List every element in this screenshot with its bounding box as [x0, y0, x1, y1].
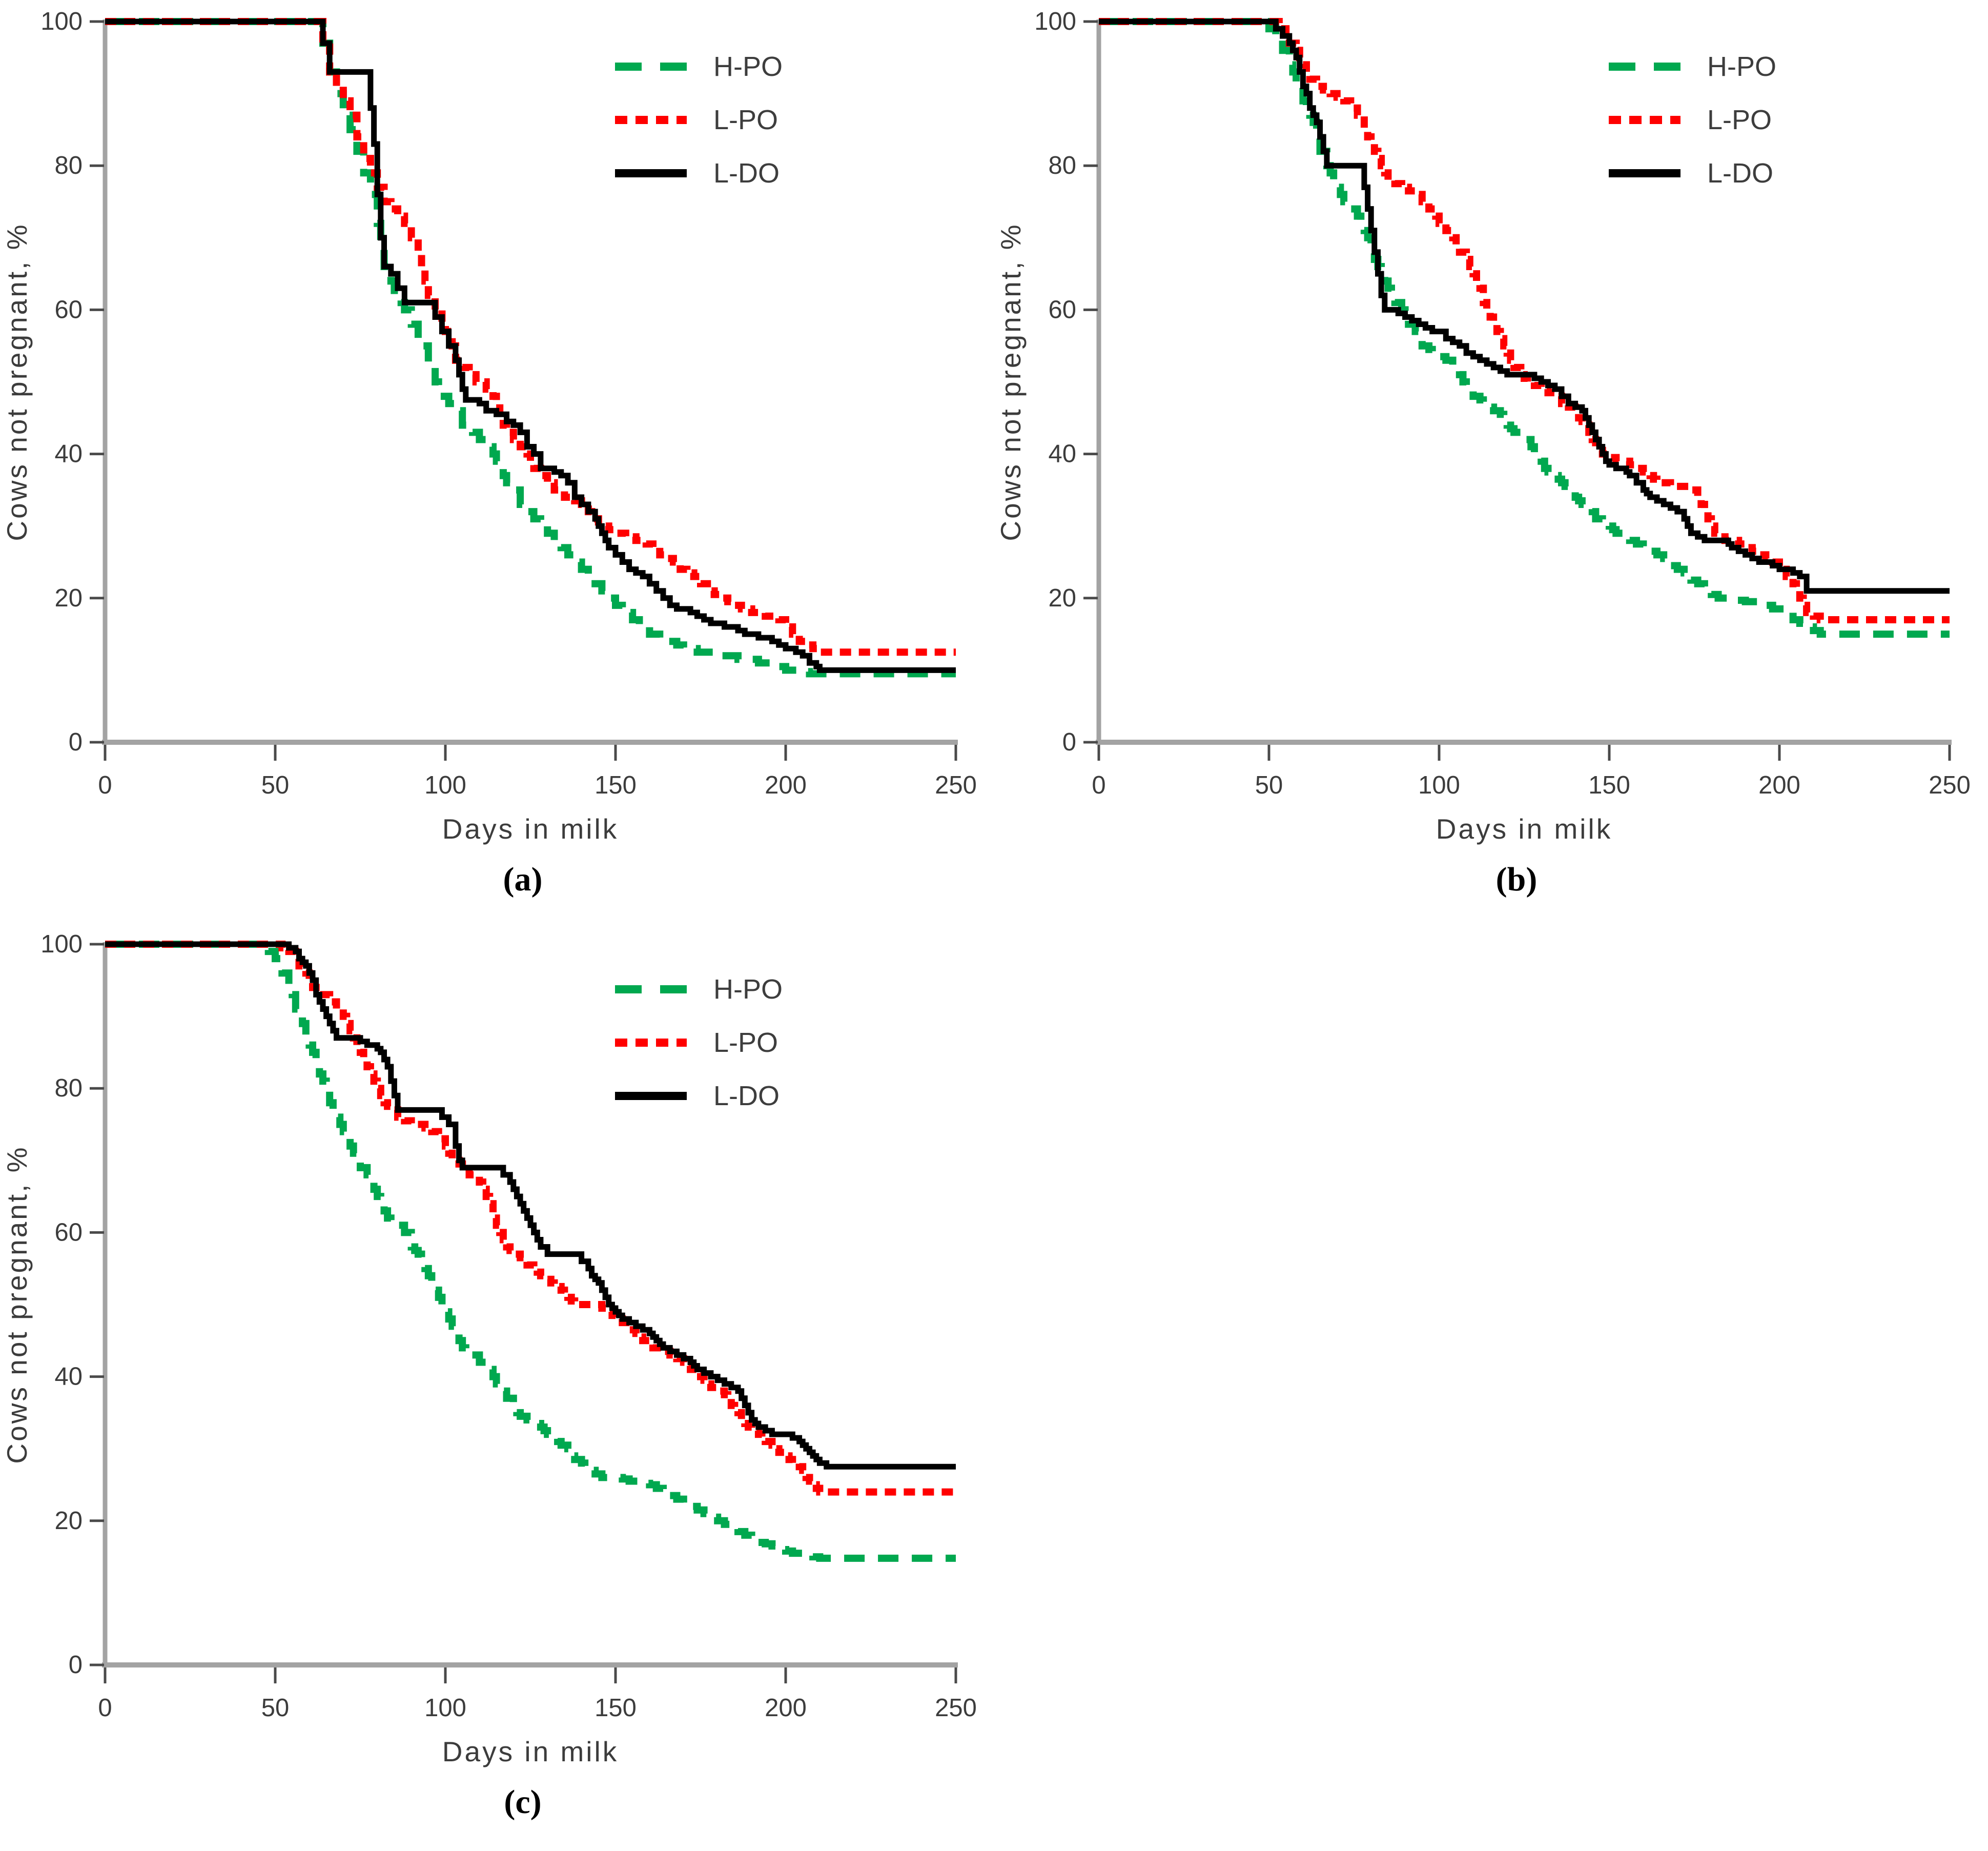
y-tick-label: 40	[54, 440, 83, 468]
y-tick-label: 20	[54, 1507, 83, 1535]
series-H-PO-line	[1099, 18, 1950, 638]
x-tick-label: 100	[1418, 771, 1460, 799]
chart-c-canvas: 0 50 100 150 200 250 0 20 40 60 80 100 Days in milk C…	[0, 923, 994, 1774]
series-L-PO-line	[105, 18, 956, 656]
y-tick-label: 20	[1048, 584, 1076, 612]
legend-label-L-PO: L-PO	[713, 105, 778, 135]
survival-chart-b: 0 50 100 150 200 250 0 20 40 60 80 100 Days in milk C…	[994, 0, 1988, 899]
chart-svg-a: 0 50 100 150 200 250 0 20 40 60 80 100 Days in milk C…	[1, 8, 977, 845]
series-L-DO-line	[105, 941, 956, 1470]
y-axis-label: Cows not pregnant, %	[1, 222, 33, 541]
x-tick-label: 150	[595, 1694, 637, 1722]
x-tick-label: 250	[935, 771, 977, 799]
caption-a: (a)	[503, 861, 543, 898]
x-tick-label: 200	[1758, 771, 1800, 799]
series-L-DO-line	[105, 18, 956, 673]
y-tick-label: 0	[1062, 728, 1076, 756]
x-tick-label: 200	[765, 1694, 807, 1722]
y-tick-label: 60	[1048, 296, 1076, 323]
chart-b-canvas: 0 50 100 150 200 250 0 20 40 60 80 100 Days in milk C…	[994, 0, 1988, 851]
y-tick-label: 60	[54, 296, 83, 323]
survival-chart-a: 0 50 100 150 200 250 0 20 40 60 80 100 Days in milk C…	[0, 0, 994, 899]
legend-label-H-PO: H-PO	[713, 51, 783, 82]
y-tick-label: 80	[1048, 152, 1076, 179]
legend-label-L-PO: L-PO	[1707, 105, 1772, 135]
x-tick-label: 150	[1588, 771, 1630, 799]
x-tick-label: 250	[1929, 771, 1971, 799]
x-tick-label: 100	[424, 1694, 466, 1722]
x-tick-label: 0	[1092, 771, 1105, 799]
x-tick-label: 200	[765, 771, 807, 799]
x-axis-label: Days in milk	[1436, 813, 1612, 845]
x-tick-label: 0	[98, 1694, 112, 1722]
legend-label-L-DO: L-DO	[713, 158, 780, 189]
chart-a-canvas: 0 50 100 150 200 250 0 20 40 60 80 100 Days in milk C…	[0, 0, 994, 851]
legend-label-H-PO: H-PO	[713, 974, 783, 1005]
y-tick-label: 60	[54, 1218, 83, 1246]
x-tick-label: 50	[261, 771, 290, 799]
chart-svg-c: 0 50 100 150 200 250 0 20 40 60 80 100 Days in milk C…	[1, 930, 977, 1767]
legend-label-H-PO: H-PO	[1707, 51, 1776, 82]
series-L-PO-line	[105, 941, 956, 1496]
x-tick-label: 0	[98, 771, 112, 799]
series-L-DO-line	[1099, 18, 1950, 594]
y-tick-label: 100	[1034, 8, 1076, 35]
y-tick-label: 40	[1048, 440, 1076, 468]
y-tick-label: 80	[54, 1074, 83, 1102]
survival-chart-c: 0 50 100 150 200 250 0 20 40 60 80 100 Days in milk C…	[0, 923, 994, 1822]
y-axis-label: Cows not pregnant, %	[1, 1145, 33, 1463]
series-H-PO-line	[105, 941, 956, 1562]
y-axis-label: Cows not pregnant, %	[995, 222, 1027, 541]
legend-label-L-DO: L-DO	[1707, 158, 1773, 189]
x-tick-label: 50	[261, 1694, 290, 1722]
y-tick-label: 80	[54, 152, 83, 179]
caption-b: (b)	[1495, 861, 1538, 898]
x-axis-label: Days in milk	[442, 1736, 619, 1767]
y-tick-label: 40	[54, 1363, 83, 1391]
chart-svg-b: 0 50 100 150 200 250 0 20 40 60 80 100 Days in milk C…	[995, 8, 1971, 845]
y-tick-label: 100	[40, 930, 83, 958]
y-tick-label: 20	[54, 584, 83, 612]
x-tick-label: 50	[1255, 771, 1283, 799]
x-axis-label: Days in milk	[442, 813, 619, 845]
series-L-PO-line	[1099, 18, 1950, 623]
caption-c: (c)	[504, 1783, 542, 1821]
x-tick-label: 150	[595, 771, 637, 799]
legend-label-L-PO: L-PO	[713, 1027, 778, 1058]
x-tick-label: 100	[424, 771, 466, 799]
y-tick-label: 0	[69, 1651, 83, 1679]
y-tick-label: 0	[69, 728, 83, 756]
y-tick-label: 100	[40, 8, 83, 35]
x-tick-label: 250	[935, 1694, 977, 1722]
series-H-PO-line	[105, 18, 956, 678]
legend-label-L-DO: L-DO	[713, 1081, 780, 1111]
